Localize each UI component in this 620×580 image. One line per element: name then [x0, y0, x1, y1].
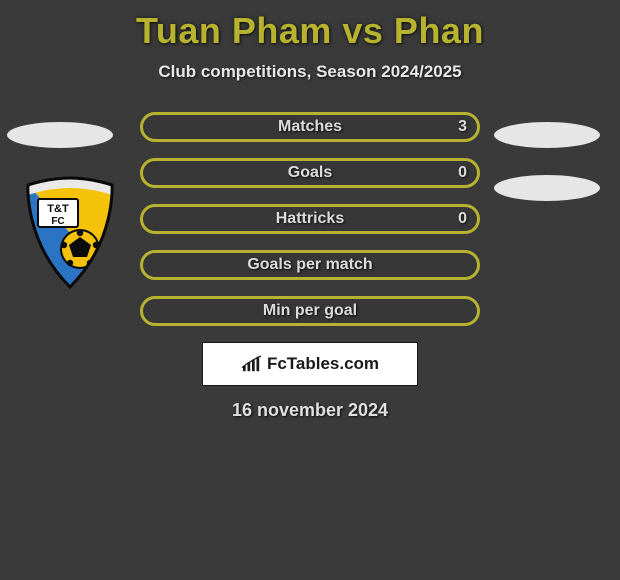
stat-right: 0 — [458, 210, 467, 228]
svg-text:T&T: T&T — [47, 203, 69, 215]
stat-label: Hattricks — [276, 210, 344, 228]
date-line: 16 november 2024 — [0, 400, 620, 421]
stat-rows: Matches 3 Goals 0 Hattricks 0 Goals per … — [140, 112, 480, 326]
stat-label: Goals per match — [247, 256, 372, 274]
stat-row-goals-per-match: Goals per match — [140, 250, 480, 280]
stat-right: 3 — [458, 118, 467, 136]
stat-label: Goals — [288, 164, 332, 182]
page-subtitle: Club competitions, Season 2024/2025 — [0, 62, 620, 82]
stat-right: 0 — [458, 164, 467, 182]
brand-box[interactable]: FcTables.com — [202, 342, 418, 386]
stat-row-matches: Matches 3 — [140, 112, 480, 142]
stat-row-goals: Goals 0 — [140, 158, 480, 188]
avatar-placeholder-right-1 — [494, 122, 600, 148]
avatar-placeholder-left — [7, 122, 113, 148]
ttfc-badge-icon: T&T FC — [20, 175, 120, 291]
stat-label: Matches — [278, 118, 342, 136]
stat-row-hattricks: Hattricks 0 — [140, 204, 480, 234]
svg-text:FC: FC — [51, 216, 64, 227]
page-title: Tuan Pham vs Phan — [0, 10, 620, 52]
brand-text: FcTables.com — [267, 354, 379, 374]
avatar-placeholder-right-2 — [494, 175, 600, 201]
stat-row-min-per-goal: Min per goal — [140, 296, 480, 326]
club-badge-left: T&T FC — [20, 175, 120, 275]
stat-label: Min per goal — [263, 302, 357, 320]
bar-chart-icon — [241, 355, 263, 373]
